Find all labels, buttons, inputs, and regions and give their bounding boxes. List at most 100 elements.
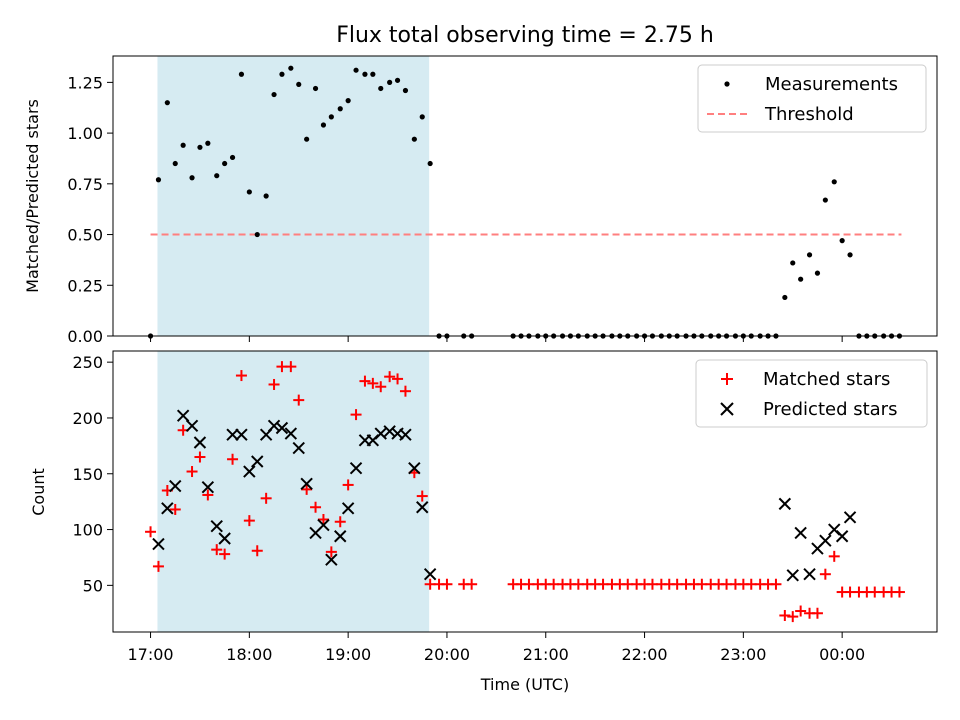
matched-star-point <box>235 370 247 382</box>
matched-star-point <box>251 545 263 557</box>
predicted-star-point <box>251 455 264 468</box>
predicted-star-point <box>341 502 355 515</box>
predicted-star-point <box>317 518 330 532</box>
matched-star-point <box>367 377 379 389</box>
matched-star-point <box>317 514 329 526</box>
predicted-stars-series <box>152 409 857 582</box>
top-y-tick-label: 1.00 <box>67 124 103 143</box>
measurement-point <box>296 81 302 88</box>
predicted-star-point <box>226 428 239 441</box>
predicted-star-stroke-b <box>803 567 816 581</box>
matched-star-point <box>384 371 396 383</box>
measurement-point <box>394 77 401 83</box>
predicted-star-stroke-b <box>185 419 199 432</box>
measurement-point <box>814 270 821 276</box>
predicted-star-stroke-b <box>210 519 223 533</box>
top-observing-span <box>157 56 430 336</box>
legend-predicted-label: Predicted stars <box>763 399 897 420</box>
measurement-point <box>312 85 319 92</box>
measurement-point <box>782 294 788 301</box>
predicted-star-point <box>778 497 792 511</box>
predicted-star-stroke-b <box>169 479 182 493</box>
measurement-point <box>263 193 269 199</box>
bottom-legend: Matched stars Predicted stars <box>695 359 928 428</box>
predicted-star-stroke-b <box>416 501 429 514</box>
matched-stars-series <box>145 361 905 623</box>
predicted-star-stroke-b <box>349 461 363 475</box>
bottom-y-tick-label: 150 <box>72 465 103 484</box>
matched-star-point <box>375 381 387 393</box>
predicted-star-point <box>334 530 347 543</box>
predicted-star-stroke-b <box>161 502 174 515</box>
measurement-point <box>345 98 351 104</box>
measurement-point <box>246 189 252 195</box>
bottom-panel: 50 100 150 200 250 17:00 18:00 19:00 20:00 21:00… <box>29 350 938 694</box>
legend-measurements-label: Measurements <box>765 74 898 95</box>
measurement-point <box>822 197 828 203</box>
x-tick-label: 21:00 <box>523 645 569 664</box>
predicted-star-point <box>210 519 223 533</box>
predicted-star-stroke-b <box>193 436 207 449</box>
matched-star-point <box>293 394 305 406</box>
measurement-point <box>798 276 804 282</box>
bottom-y-tick-label: 200 <box>72 409 103 428</box>
measurement-point <box>378 85 384 92</box>
matched-star-point <box>416 490 428 502</box>
predicted-star-point <box>218 532 231 545</box>
top-y-axis-label: Matched/Predicted stars <box>23 99 42 293</box>
predicted-star-point <box>794 526 807 540</box>
bottom-y-tick-label: 50 <box>83 576 103 595</box>
predicted-star-stroke-b <box>423 567 437 581</box>
predicted-star-point <box>835 530 849 543</box>
measurement-point <box>238 71 245 77</box>
matched-star-point <box>260 492 272 504</box>
predicted-star-point <box>383 425 396 438</box>
matched-star-point <box>350 409 362 421</box>
measurement-point <box>337 106 343 112</box>
matched-star-point <box>787 611 799 623</box>
matched-star-point <box>770 578 782 590</box>
bottom-observing-span <box>157 351 430 632</box>
matched-star-point <box>342 479 354 491</box>
predicted-star-stroke-b <box>284 427 298 440</box>
top-x-ticks <box>150 336 843 342</box>
top-y-tick-label: 0.00 <box>67 327 103 346</box>
predicted-star-stroke-b <box>778 497 792 511</box>
predicted-star-stroke-b <box>794 526 807 540</box>
top-legend-frame <box>697 64 927 133</box>
predicted-star-point <box>349 461 363 475</box>
predicted-star-point <box>284 427 298 440</box>
matched-star-point <box>828 550 840 562</box>
measurement-point <box>214 173 220 179</box>
predicted-star-point <box>267 419 281 432</box>
predicted-star-point <box>193 436 207 449</box>
legend-measurements-marker <box>724 81 730 87</box>
predicted-star-stroke-b <box>828 523 841 536</box>
bottom-y-axis-label: Count <box>29 468 48 516</box>
predicted-star-point <box>176 409 190 422</box>
predicted-star-stroke-b <box>334 530 347 543</box>
predicted-star-stroke-b <box>408 461 421 475</box>
top-y-tick-label: 1.25 <box>67 73 103 92</box>
x-tick-label: 17:00 <box>127 645 173 664</box>
predicted-star-stroke-b <box>399 428 412 441</box>
predicted-star-stroke-b <box>218 532 231 545</box>
predicted-star-point <box>423 567 437 581</box>
matched-star-point <box>227 453 239 465</box>
matched-star-point <box>169 503 181 515</box>
matched-star-point <box>152 560 164 572</box>
predicted-star-point <box>786 569 799 582</box>
predicted-star-point <box>300 477 313 491</box>
predicted-star-stroke-b <box>292 441 305 455</box>
matched-star-point <box>194 451 206 463</box>
matched-star-point <box>219 548 231 560</box>
measurement-point <box>189 175 195 181</box>
measurement-point <box>427 160 433 167</box>
predicted-star-point <box>843 511 857 524</box>
measurement-point <box>839 238 845 244</box>
predicted-star-point <box>275 421 289 435</box>
predicted-star-point <box>243 465 256 478</box>
measurement-point <box>353 67 359 73</box>
legend-predicted-marker <box>720 402 734 416</box>
